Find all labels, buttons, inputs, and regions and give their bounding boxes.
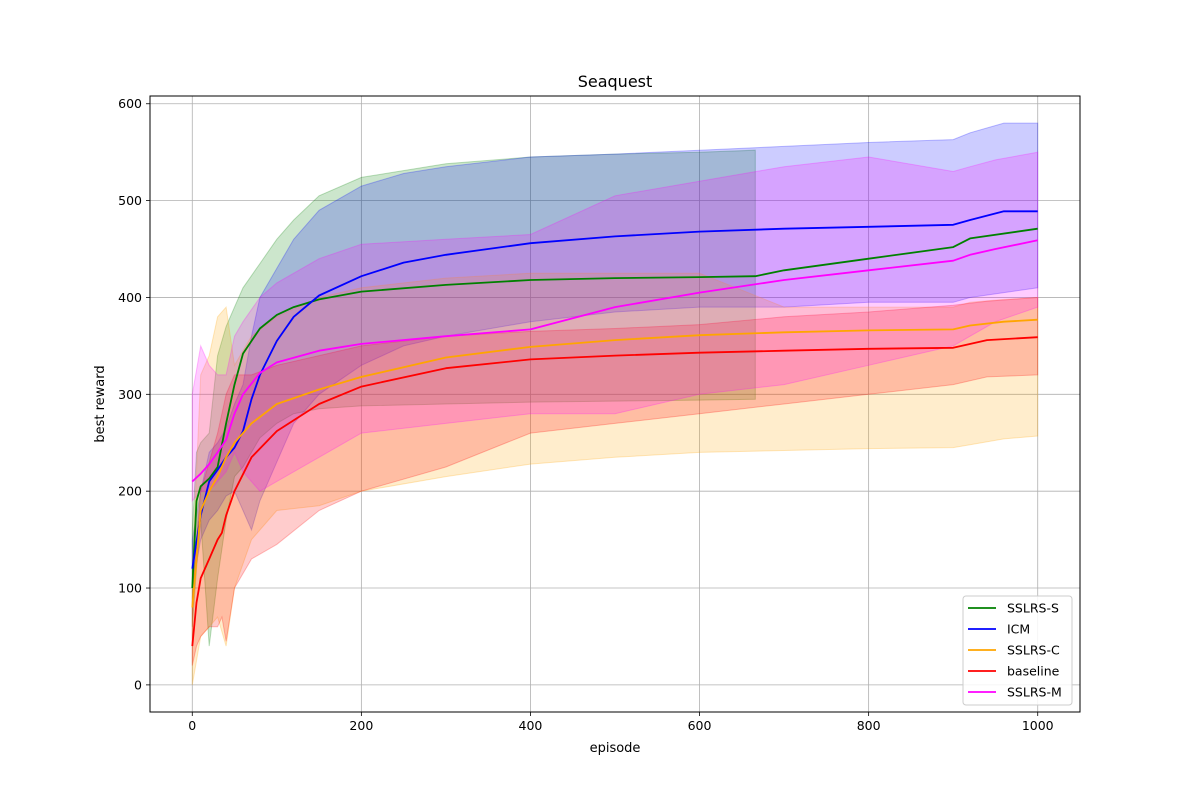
sslrs-m-line <box>191 239 1038 483</box>
confidence-bands <box>191 122 1039 685</box>
series-lines <box>191 210 1038 647</box>
legend-box <box>962 595 1073 706</box>
sslrs-m-band <box>191 151 1039 503</box>
baseline-line <box>191 336 1038 647</box>
axis-ticks: 0 200 400 600 800 1000 0 100 200 300 400 500 600 <box>118 96 1054 733</box>
x-tick-label: 0 <box>188 718 196 733</box>
x-tick-label: 400 <box>519 718 543 733</box>
x-axis-label: episode <box>590 741 641 756</box>
sslrs-s-line <box>191 227 1038 589</box>
y-tick-label: 600 <box>118 96 142 111</box>
x-tick-label: 800 <box>857 718 881 733</box>
y-tick-label: 500 <box>118 193 142 208</box>
legend-label-icm: ICM <box>1007 622 1030 637</box>
sslrs-c-line <box>191 318 1038 608</box>
y-tick-label: 400 <box>118 290 142 305</box>
x-tick-label: 200 <box>349 718 373 733</box>
y-tick-label: 200 <box>118 484 142 499</box>
plot-frame <box>149 95 1081 713</box>
x-tick-label: 600 <box>688 718 712 733</box>
y-tick-label: 300 <box>118 387 142 402</box>
y-tick-label: 100 <box>118 581 142 596</box>
y-tick-label: 0 <box>134 677 142 692</box>
icm-band <box>191 122 1039 589</box>
y-axis-label: best reward <box>93 365 108 442</box>
legend-label-sslrs-c: SSLRS-C <box>1007 643 1060 658</box>
sslrs-s-band <box>191 149 756 647</box>
legend-label-sslrs-m: SSLRS-M <box>1007 685 1062 700</box>
chart-title: Seaquest <box>578 72 653 91</box>
x-tick-label: 1000 <box>1022 718 1054 733</box>
legend: SSLRS-S ICM SSLRS-C baseline SSLRS-M <box>962 595 1073 706</box>
sslrs-c-band <box>191 272 1039 685</box>
legend-label-baseline: baseline <box>1007 664 1060 679</box>
baseline-band <box>191 296 1039 666</box>
legend-label-sslrs-s: SSLRS-S <box>1007 601 1059 616</box>
grid <box>150 96 1080 712</box>
